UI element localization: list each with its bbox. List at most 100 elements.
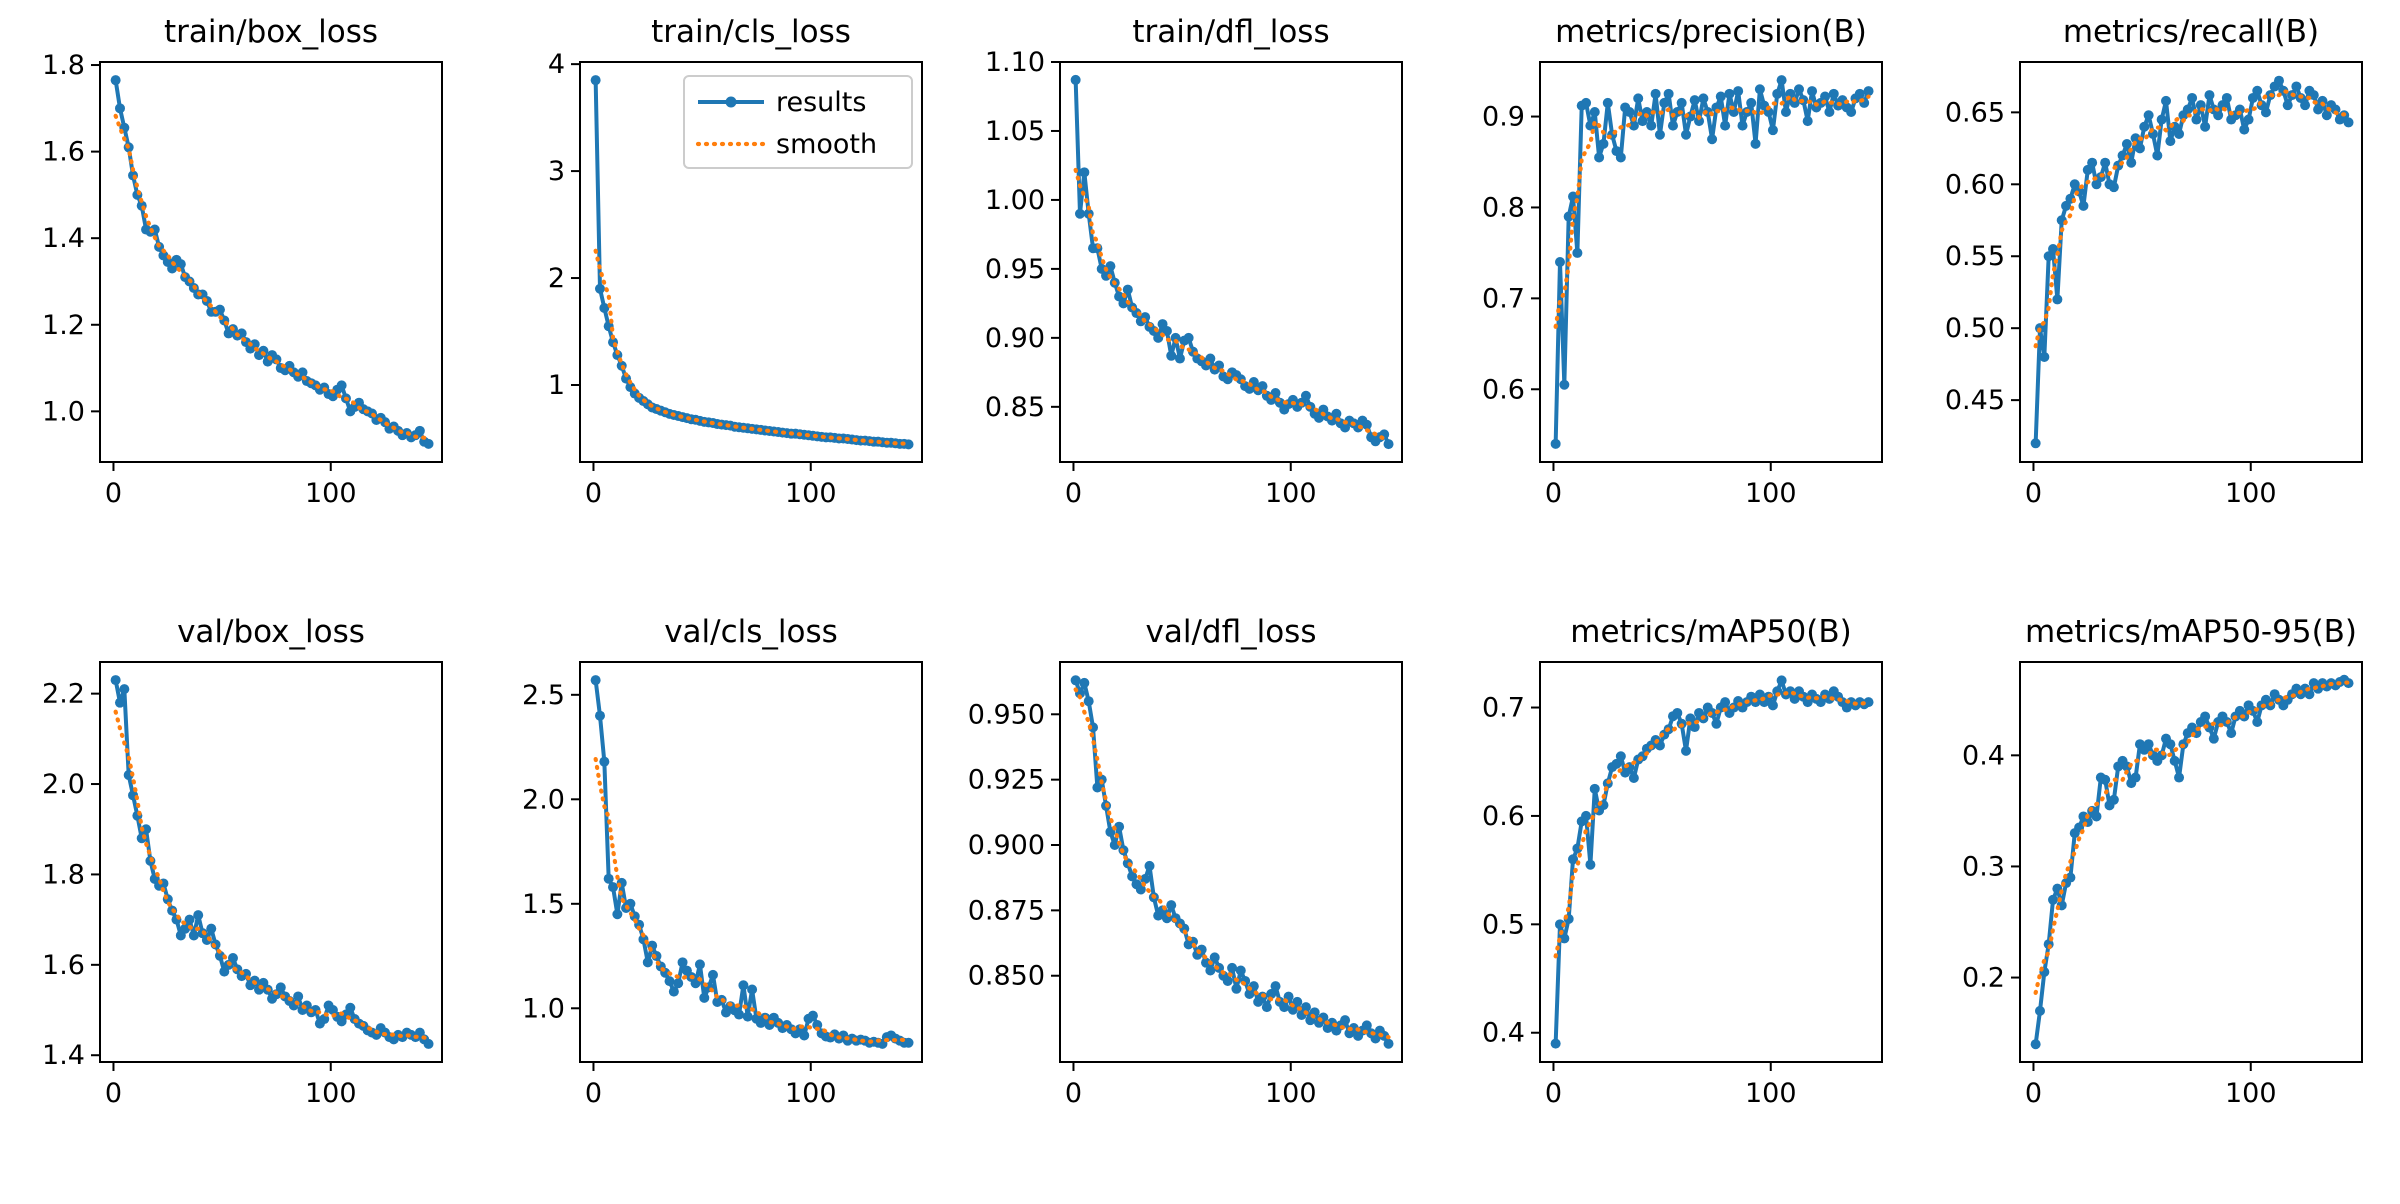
x-tick-label: 0 (585, 1078, 602, 1109)
data-point (1767, 125, 1778, 136)
data-point (1828, 88, 1839, 99)
data-point (1672, 707, 1683, 718)
data-point (193, 910, 204, 921)
data-point (1550, 438, 1561, 449)
subplot-cell-val-dfl-loss: val/dfl_loss 0.850 0.875 0.900 0.925 0.950 0 10… (960, 600, 1440, 1200)
data-point (2100, 157, 2111, 168)
data-point (2282, 100, 2293, 111)
data-point (1611, 758, 1622, 769)
data-point (1685, 713, 1696, 724)
axes-frame (1059, 661, 1403, 1063)
axes-frame (1059, 61, 1403, 463)
data-point (1615, 751, 1626, 762)
legend: results smooth (683, 75, 913, 169)
x-tick-label: 0 (1065, 478, 1082, 509)
data-point (1083, 696, 1094, 707)
data-point (1654, 129, 1665, 140)
data-point (2191, 114, 2202, 125)
y-tick-label: 0.50 (1945, 313, 2005, 344)
data-point (1780, 107, 1791, 117)
data-point (1144, 860, 1155, 871)
data-point (1563, 211, 1574, 222)
subplot-cell-metrics-precision-b: metrics/precision(B) 0.6 0.7 0.8 0.9 0 100 (1440, 0, 1920, 600)
data-point (2091, 811, 2102, 822)
data-point (1733, 86, 1744, 97)
y-tick-label: 0.2 (1962, 963, 2005, 994)
y-tick-label: 0.45 (1945, 385, 2005, 416)
data-point (594, 283, 605, 294)
data-point (612, 909, 623, 920)
data-point (599, 756, 610, 767)
data-point (1689, 95, 1700, 106)
data-point (2291, 81, 2302, 92)
data-point (2043, 251, 2054, 262)
data-point (1261, 1002, 1272, 1013)
data-point (1370, 1033, 1381, 1044)
data-point (742, 1011, 753, 1022)
data-point (664, 976, 675, 987)
data-point (1070, 74, 1081, 85)
data-point (2174, 772, 2185, 783)
subplot-train-box-loss: train/box_loss 1.0 1.2 1.4 1.6 1.8 0 100 (42, 14, 443, 509)
data-point (184, 914, 195, 925)
data-point (2226, 728, 2237, 739)
subplot-train-dfl-loss: train/dfl_loss 0.85 0.90 0.95 1.00 1.05 1.10 0 1… (985, 14, 1403, 509)
subplot-cell-train-dfl-loss: train/dfl_loss 0.85 0.90 0.95 1.00 1.05 1.10 0 1… (960, 0, 1440, 600)
subplot-metrics-map50-b: metrics/mAP50(B) 0.4 0.5 0.6 0.7 0 100 (1482, 614, 1883, 1109)
data-point (1279, 1002, 1290, 1013)
data-point (1270, 981, 1281, 992)
data-point (2078, 200, 2089, 211)
subplot-metrics-recall-b: metrics/recall(B) 0.45 0.50 0.55 0.60 0.65 0 10… (1945, 14, 2363, 509)
y-tick-label: 1.4 (42, 1040, 85, 1071)
data-point (1763, 107, 1774, 117)
data-point (1092, 782, 1103, 793)
data-point (206, 923, 217, 934)
data-point (2300, 100, 2311, 111)
data-point (1659, 97, 1670, 108)
data-point (1568, 854, 1579, 865)
data-point (249, 339, 260, 350)
data-point (1624, 107, 1635, 117)
y-tick-label: 0.900 (968, 830, 1045, 861)
smooth-line (593, 248, 911, 446)
legend-box (683, 75, 913, 169)
data-point (2247, 92, 2258, 103)
data-point (747, 984, 758, 995)
data-point (1633, 93, 1644, 104)
data-point (2174, 128, 2185, 139)
data-point (1602, 97, 1613, 108)
data-point (110, 675, 121, 686)
x-tick-label: 100 (1265, 1078, 1317, 1109)
smooth-line (2033, 680, 2351, 995)
data-point (1694, 116, 1705, 127)
data-point (1340, 1015, 1351, 1026)
subplot-title: metrics/mAP50(B) (1570, 614, 1851, 650)
data-point (2260, 107, 2271, 118)
y-tick-label: 2.0 (522, 784, 565, 815)
x-tick-label: 100 (2225, 1078, 2277, 1109)
x-tick-label: 100 (785, 1078, 837, 1109)
data-point (1776, 675, 1787, 686)
data-point (2139, 121, 2150, 132)
subplot-title: metrics/precision(B) (1555, 14, 1867, 50)
x-tick-label: 100 (1745, 478, 1797, 509)
smooth-line (1073, 167, 1391, 442)
y-tick-label: 0.8 (1482, 192, 1525, 223)
data-point (1637, 116, 1648, 127)
data-point (2082, 164, 2093, 175)
data-point (1754, 84, 1765, 95)
subplot-title: train/cls_loss (651, 14, 851, 50)
subplot-title: train/dfl_loss (1132, 14, 1329, 50)
data-point (1122, 284, 1133, 295)
data-point (1589, 783, 1600, 794)
y-tick-label: 1.0 (522, 993, 565, 1024)
data-point (1074, 208, 1085, 219)
data-point (214, 950, 225, 961)
y-tick-label: 0.4 (1962, 740, 2005, 771)
x-tick-label: 0 (1065, 1078, 1082, 1109)
data-point (2304, 689, 2315, 700)
data-point (2200, 711, 2211, 722)
data-point (2313, 104, 2324, 115)
y-tick-label: 0.95 (985, 254, 1045, 285)
data-point (1079, 677, 1090, 688)
